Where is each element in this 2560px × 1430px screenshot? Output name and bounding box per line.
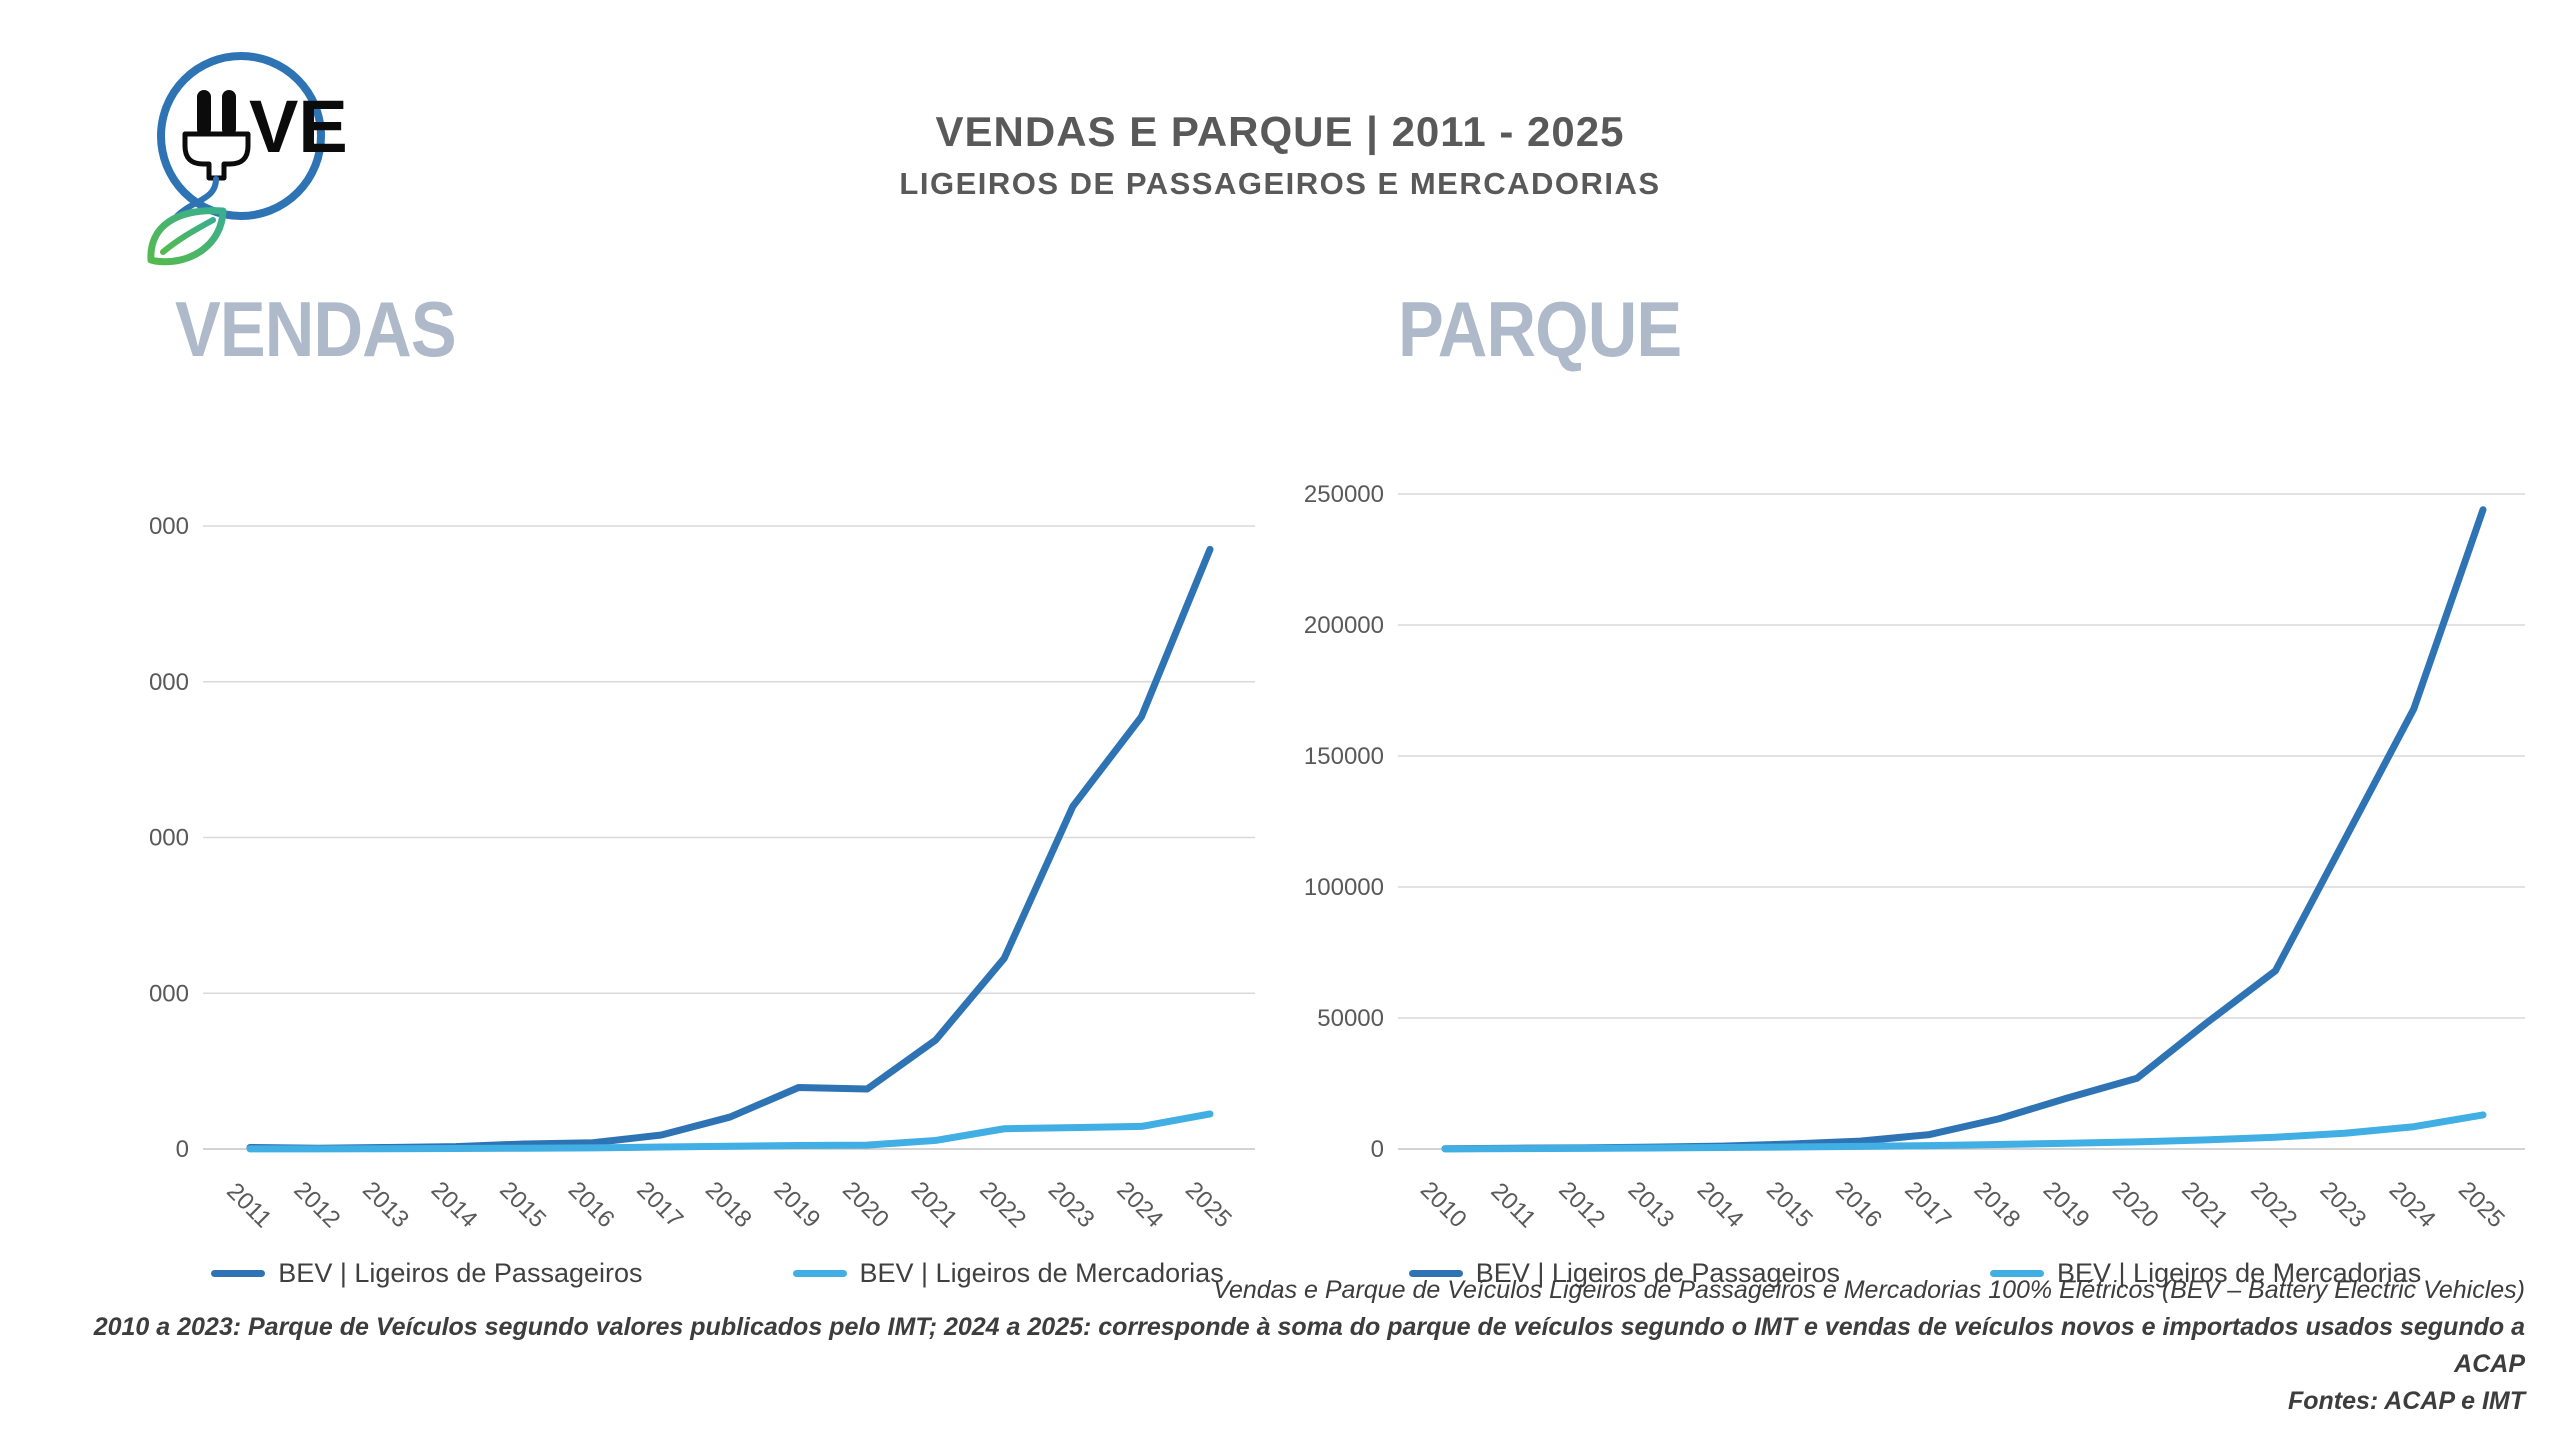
footer-note-1: Vendas e Parque de Veículos Ligeiros de …	[1213, 1276, 2525, 1304]
legend-swatch-mercadorias-icon	[792, 1270, 847, 1277]
x-tick-label: 2016	[563, 1176, 620, 1233]
logo-circle	[157, 52, 325, 220]
x-tick-label: 2019	[769, 1176, 826, 1233]
x-tick-label: 2023	[2315, 1176, 2372, 1233]
x-tick-label: 2025	[2453, 1176, 2510, 1233]
x-tick-label: 2011	[1485, 1178, 1541, 1234]
vendas-chart: VENDAS 0 20000 40000 60000 80000 201120122013…	[150, 285, 1285, 1288]
legend-item: BEV | Ligeiros de Mercadorias	[1990, 1258, 2421, 1289]
x-tick-label: 2017	[631, 1176, 688, 1233]
parque-plot-area: 0 50000 100000 150000 200000 250000 2010 2011 20…	[1290, 374, 2540, 1289]
footer-sources: Fontes: ACAP e IMT	[2287, 1387, 2525, 1415]
x-tick-label: 2021	[2176, 1176, 2233, 1233]
x-tick-label: 2012	[1553, 1176, 1610, 1233]
x-tick-label: 2024	[2384, 1176, 2441, 1233]
series-line-mercadorias	[246, 1110, 1214, 1153]
legend-label: BEV | Ligeiros de Mercadorias	[2057, 1258, 2422, 1288]
x-tick-label: 2020	[2107, 1176, 2164, 1233]
legend-swatch-mercadorias-icon	[1990, 1270, 2045, 1277]
legend-swatch-passageiros-icon	[1408, 1270, 1463, 1277]
vendas-svg: 0200004000060000800002011201220132014201…	[150, 513, 1255, 1234]
y-tick-label: 150000	[1304, 743, 1384, 770]
y-tick-label: 200000	[1304, 612, 1384, 639]
vendas-chart-title: VENDAS	[175, 285, 457, 373]
legend-item: BEV | Ligeiros de Passageiros	[211, 1258, 643, 1289]
parque-chart: PARQUE 0 50000 100000 150000 200000 250000 201…	[1290, 285, 2540, 1288]
x-tick-label: 2012	[289, 1176, 346, 1233]
x-tick-label: 2018	[1969, 1176, 2026, 1233]
y-tick-label: 20000	[150, 980, 189, 1007]
x-tick-label: 2019	[2038, 1176, 2095, 1233]
x-tick-label: 2015	[1761, 1176, 1818, 1233]
footer-note-2: 2010 a 2023: Parque de Veículos segundo …	[93, 1313, 2525, 1378]
x-tick-label: 2010	[1415, 1176, 1472, 1233]
x-tick-label: 2016	[1830, 1176, 1887, 1233]
series-line-passageiros	[246, 545, 1214, 1152]
legend-item: BEV | Ligeiros de Mercadorias	[792, 1258, 1224, 1289]
x-tick-label: 2014	[1692, 1176, 1749, 1233]
y-tick-label: 0	[1371, 1136, 1384, 1163]
series-line-passageiros	[1441, 506, 2487, 1153]
x-tick-label: 2020	[837, 1176, 894, 1233]
header-titles: VENDAS E PARQUE | 2011 - 2025 LIGEIROS D…	[0, 108, 2560, 202]
x-tick-label: 2014	[426, 1176, 483, 1233]
page-title: VENDAS E PARQUE | 2011 - 2025	[935, 108, 1625, 155]
parque-chart-title: PARQUE	[1398, 285, 1682, 373]
x-tick-label: 2013	[357, 1176, 414, 1233]
y-tick-label: 60000	[150, 669, 189, 696]
x-tick-label: 2011	[221, 1178, 277, 1234]
x-tick-label: 2013	[1623, 1176, 1680, 1233]
x-tick-label: 2022	[2245, 1176, 2302, 1233]
series-line-mercadorias	[1441, 1111, 2487, 1153]
x-tick-label: 2021	[906, 1176, 963, 1233]
parque-legend: BEV | Ligeiros de Passageiros BEV | Ligei…	[1290, 1258, 2540, 1289]
uve-logo-icon: VE	[125, 48, 355, 283]
x-tick-label: 2018	[700, 1176, 757, 1233]
source-notes: Vendas e Parque de Veículos Ligeiros de …	[75, 1272, 2525, 1420]
leaf-icon	[147, 207, 227, 266]
legend-label: BEV | Ligeiros de Passageiros	[1475, 1258, 1841, 1288]
legend-label: BEV | Ligeiros de Mercadorias	[859, 1258, 1224, 1288]
x-tick-label: 2015	[494, 1176, 551, 1233]
x-tick-label: 2017	[1899, 1176, 1956, 1233]
y-tick-label: 250000	[1304, 481, 1384, 508]
x-tick-label: 2022	[974, 1176, 1031, 1233]
x-tick-label: 2025	[1180, 1176, 1237, 1233]
vendas-plot-area: 0200004000060000800002011201220132014201…	[150, 374, 1285, 1289]
y-tick-label: 0	[176, 1136, 189, 1163]
vendas-legend: BEV | Ligeiros de Passageiros BEV | Ligei…	[150, 1258, 1285, 1289]
legend-label: BEV | Ligeiros de Passageiros	[278, 1258, 643, 1288]
y-tick-label: 50000	[1317, 1005, 1384, 1032]
x-tick-label: 2023	[1043, 1176, 1100, 1233]
legend-item: BEV | Ligeiros de Passageiros	[1408, 1258, 1841, 1289]
x-tick-label: 2024	[1111, 1176, 1168, 1233]
y-tick-label: 40000	[150, 825, 189, 852]
y-tick-label: 100000	[1304, 874, 1384, 901]
legend-swatch-passageiros-icon	[211, 1270, 266, 1277]
logo-letters: VE	[249, 85, 348, 168]
page-subtitle: LIGEIROS DE PASSAGEIROS E MERCADORIAS	[899, 166, 1661, 201]
y-tick-label: 80000	[150, 513, 189, 540]
